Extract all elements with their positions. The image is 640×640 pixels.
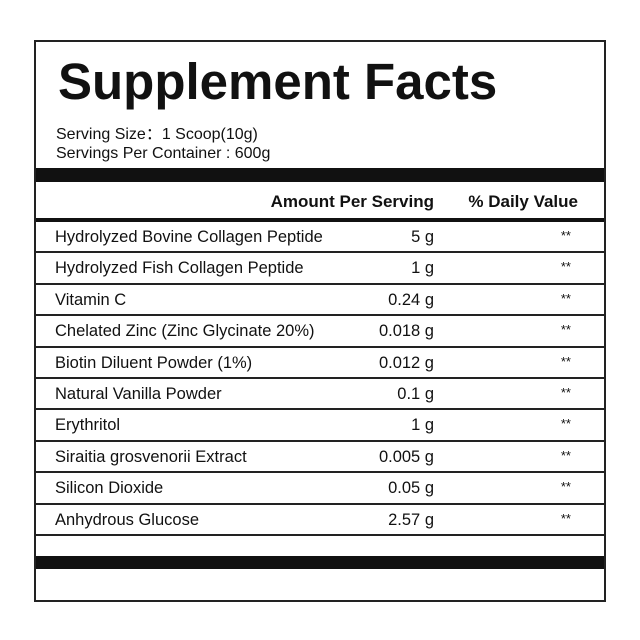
ingredient-name: Natural Vanilla Powder xyxy=(55,385,222,403)
servings-per-container: Servings Per Container : 600g xyxy=(56,145,271,162)
ingredient-daily-value: ** xyxy=(560,479,571,495)
ingredient-daily-value: ** xyxy=(560,385,571,400)
bottom-thick-divider xyxy=(36,556,604,569)
ingredient-amount: 0.018 g xyxy=(378,322,434,341)
table-row: Anhydrous Glucose 2.57 g ** xyxy=(36,505,604,536)
ingredient-name: Siraitia grosvenorii Extract xyxy=(55,447,247,466)
ingredient-name: Chelated Zinc (Zinc Glycinate 20%) xyxy=(55,322,315,341)
ingredient-amount: 0.05 g xyxy=(388,479,434,498)
amount-header: Amount Per Serving xyxy=(270,192,434,211)
table-row: Hydrolyzed Bovine Collagen Peptide 5 g ** xyxy=(36,222,604,254)
daily-value-header: % Daily Value xyxy=(468,192,578,211)
supplement-facts-panel: Supplement Facts Serving Size：1 Scoop(10… xyxy=(34,40,606,602)
header-divider xyxy=(36,218,604,222)
ingredient-daily-value: ** xyxy=(560,228,571,243)
ingredient-name: Hydrolyzed Fish Collagen Peptide xyxy=(55,259,304,278)
thick-divider xyxy=(36,168,604,182)
ingredient-daily-value: ** xyxy=(560,447,571,463)
ingredient-amount: 5 g xyxy=(411,228,434,246)
ingredient-daily-value: ** xyxy=(560,510,571,526)
ingredient-daily-value: ** xyxy=(560,322,571,338)
ingredient-name: Vitamin C xyxy=(55,290,127,309)
ingredient-amount: 0.1 g xyxy=(397,385,434,403)
ingredient-name: Erythritol xyxy=(55,416,121,435)
table-row: Silicon Dioxide 0.05 g ** xyxy=(36,473,604,505)
ingredient-amount: 1 g xyxy=(411,259,434,278)
ingredient-name: Anhydrous Glucose xyxy=(55,510,199,529)
table-row: Chelated Zinc (Zinc Glycinate 20%) 0.018 … xyxy=(36,316,604,348)
table-row: Natural Vanilla Powder 0.1 g ** xyxy=(36,379,604,411)
table-row: Erythritol 1 g ** xyxy=(36,410,604,442)
ingredient-daily-value: ** xyxy=(560,353,571,369)
ingredient-amount: 1 g xyxy=(411,416,434,435)
ingredient-name: Silicon Dioxide xyxy=(55,479,164,498)
ingredient-daily-value: ** xyxy=(560,416,571,432)
panel-title: Supplement Facts xyxy=(58,53,498,110)
ingredient-amount: 2.57 g xyxy=(388,510,434,529)
ingredient-daily-value: ** xyxy=(560,259,571,275)
table-row: Hydrolyzed Fish Collagen Peptide 1 g ** xyxy=(36,253,604,285)
ingredient-amount: 0.24 g xyxy=(388,290,434,309)
table-row: Siraitia grosvenorii Extract 0.005 g ** xyxy=(36,442,604,474)
ingredient-amount: 0.012 g xyxy=(378,353,434,372)
table-row: Vitamin C 0.24 g ** xyxy=(36,285,604,317)
table-row: Biotin Diluent Powder (1%) 0.012 g ** xyxy=(36,348,604,379)
ingredient-name: Biotin Diluent Powder (1%) xyxy=(55,353,253,372)
serving-size: Serving Size：1 Scoop(10g) xyxy=(56,126,258,143)
ingredient-amount: 0.005 g xyxy=(378,447,434,466)
ingredient-daily-value: ** xyxy=(560,290,571,306)
ingredient-name: Hydrolyzed Bovine Collagen Peptide xyxy=(55,228,323,246)
